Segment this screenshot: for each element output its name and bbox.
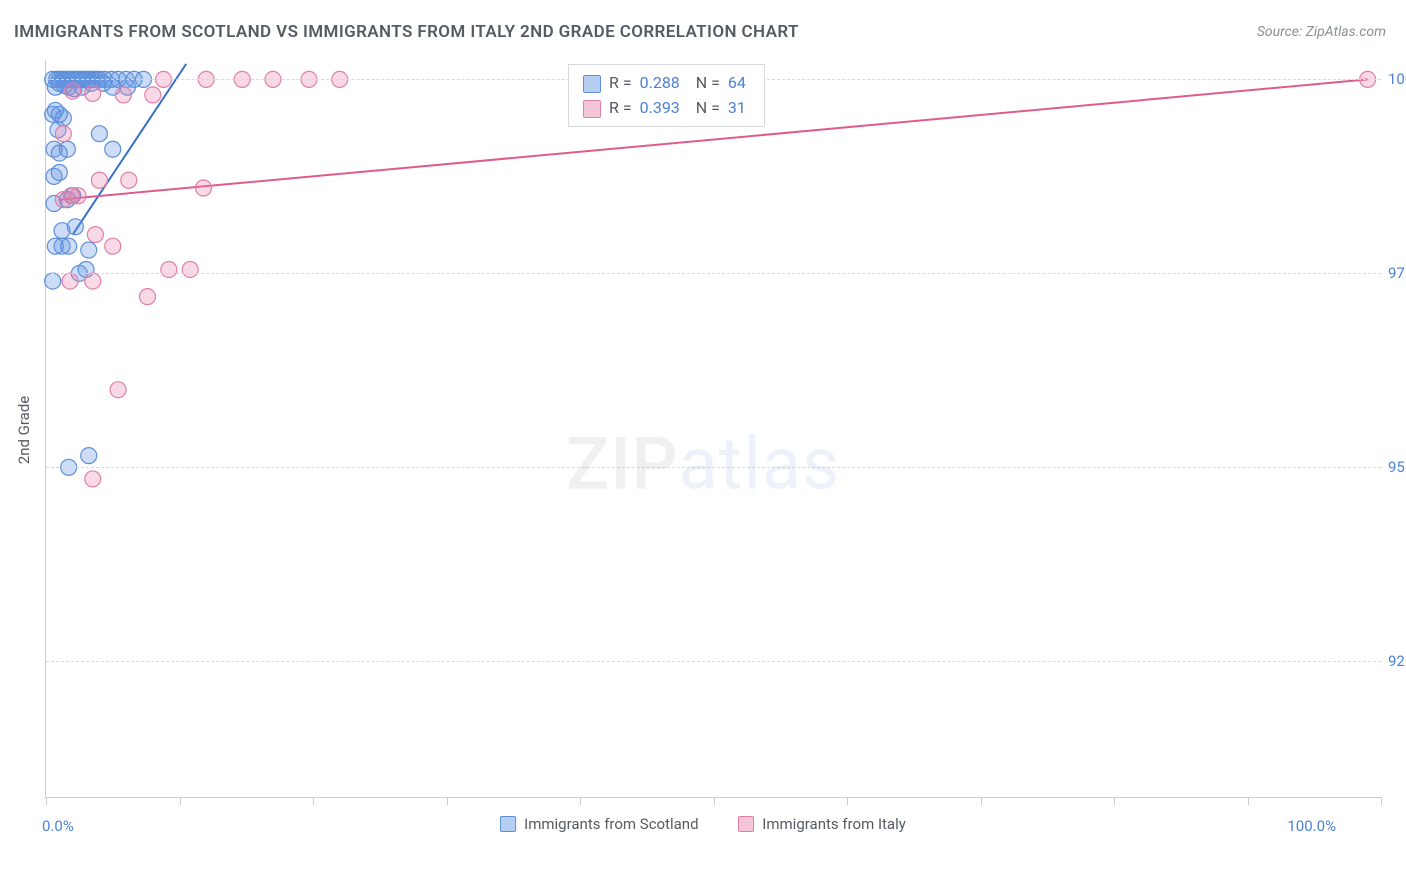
- plot-svg: [46, 60, 1381, 797]
- stats-box: R = 0.288 N = 64 R = 0.393 N = 31: [568, 64, 765, 127]
- data-point: [105, 141, 121, 157]
- y-axis-title: 2nd Grade: [15, 396, 33, 464]
- data-point: [145, 87, 161, 103]
- x-tick: [313, 797, 314, 805]
- x-tick: [714, 797, 715, 805]
- data-point: [81, 242, 97, 258]
- data-point: [81, 448, 97, 464]
- legend-label-1: Immigrants from Italy: [762, 815, 906, 833]
- source-label: Source: ZipAtlas.com: [1257, 24, 1386, 40]
- x-tick: [580, 797, 581, 805]
- data-point: [62, 273, 78, 289]
- data-point: [91, 126, 107, 142]
- data-point: [70, 188, 86, 204]
- data-point: [65, 83, 81, 99]
- data-point: [85, 273, 101, 289]
- gridline: [46, 467, 1381, 468]
- stats-swatch-0: [583, 75, 601, 93]
- stats-swatch-1: [583, 100, 601, 118]
- x-tick: [1381, 797, 1382, 805]
- data-point: [51, 164, 67, 180]
- x-tick: [447, 797, 448, 805]
- gridline: [46, 273, 1381, 274]
- x-tick: [46, 797, 47, 805]
- data-point: [45, 273, 61, 289]
- data-point: [121, 172, 137, 188]
- legend-item-0: Immigrants from Scotland: [500, 815, 698, 833]
- data-point: [91, 172, 107, 188]
- chart-title: IMMIGRANTS FROM SCOTLAND VS IMMIGRANTS F…: [14, 22, 799, 42]
- data-point: [115, 87, 131, 103]
- y-tick-label: 95.0%: [1388, 458, 1406, 476]
- stats-r-0: 0.288: [636, 70, 684, 95]
- x-tick: [180, 797, 181, 805]
- gridline: [46, 661, 1381, 662]
- stats-n-0: 64: [724, 70, 750, 95]
- legend-label-0: Immigrants from Scotland: [524, 815, 698, 833]
- x-tick: [1248, 797, 1249, 805]
- y-tick-label: 100.0%: [1388, 70, 1406, 88]
- data-point: [105, 238, 121, 254]
- data-point: [196, 180, 212, 196]
- legend-swatch-0: [500, 816, 516, 832]
- stats-r-1: 0.393: [636, 95, 684, 120]
- legend-item-1: Immigrants from Italy: [738, 815, 906, 833]
- data-point: [55, 126, 71, 142]
- data-point: [85, 85, 101, 101]
- x-tick: [847, 797, 848, 805]
- data-point: [67, 219, 83, 235]
- data-point: [161, 261, 177, 277]
- x-tick: [981, 797, 982, 805]
- legend: Immigrants from Scotland Immigrants from…: [0, 815, 1406, 836]
- chart-area: 92.5%95.0%97.5%100.0%: [45, 60, 1381, 798]
- x-tick: [1114, 797, 1115, 805]
- data-point: [110, 382, 126, 398]
- data-point: [139, 289, 155, 305]
- legend-swatch-1: [738, 816, 754, 832]
- data-point: [85, 471, 101, 487]
- data-point: [61, 238, 77, 254]
- data-point: [59, 141, 75, 157]
- y-tick-label: 97.5%: [1388, 264, 1406, 282]
- data-point: [87, 227, 103, 243]
- data-point: [182, 261, 198, 277]
- y-tick-label: 92.5%: [1388, 652, 1406, 670]
- stats-n-1: 31: [724, 95, 750, 120]
